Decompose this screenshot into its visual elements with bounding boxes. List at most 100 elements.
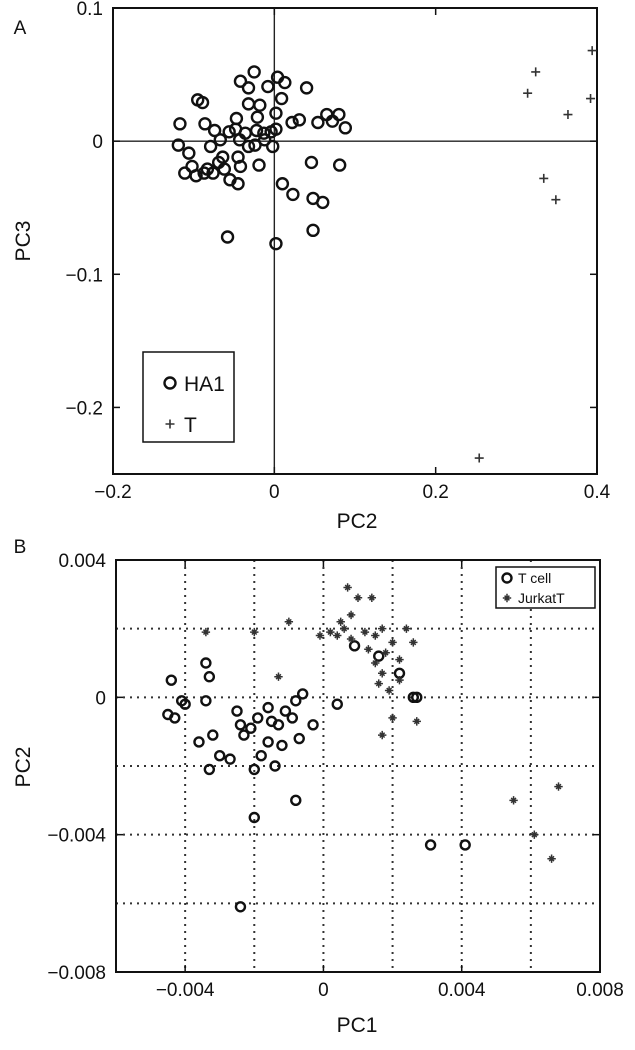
data-point-t-cell bbox=[459, 839, 471, 851]
data-point-jurkatt bbox=[412, 717, 421, 726]
y-tick-label: −0.1 bbox=[65, 265, 103, 286]
plot-frame bbox=[112, 7, 598, 475]
data-point-jurkatt bbox=[250, 627, 259, 637]
data-point-t bbox=[539, 173, 549, 183]
y-axis-label: PC2 bbox=[12, 747, 35, 788]
x-tick-label: −0.2 bbox=[94, 482, 132, 503]
legend-marker bbox=[501, 572, 513, 584]
data-point-ha1 bbox=[304, 155, 319, 170]
data-point-jurkatt bbox=[374, 679, 383, 688]
data-point-jurkatt bbox=[346, 634, 356, 644]
data-point-jurkatt bbox=[371, 658, 380, 668]
data-point-jurkatt bbox=[326, 627, 335, 637]
panel-label: B bbox=[14, 537, 27, 558]
data-point-t-cell bbox=[348, 640, 361, 652]
data-point-ha1 bbox=[269, 106, 283, 120]
data-point-jurkatt bbox=[371, 631, 380, 640]
data-point-ha1 bbox=[286, 187, 300, 202]
data-point-jurkatt bbox=[402, 624, 411, 633]
data-point-ha1 bbox=[257, 126, 271, 140]
data-point-ha1 bbox=[266, 139, 280, 154]
data-point-t-cell bbox=[238, 729, 250, 741]
data-point-t-cell bbox=[307, 719, 319, 731]
data-point-ha1 bbox=[195, 95, 210, 110]
data-point-jurkatt bbox=[554, 782, 563, 791]
data-point-ha1 bbox=[241, 97, 256, 111]
data-point-ha1 bbox=[252, 158, 266, 172]
data-point-ha1 bbox=[178, 166, 192, 180]
x-tick-label: 0 bbox=[269, 482, 280, 503]
data-point-jurkatt bbox=[201, 627, 211, 637]
data-point-ha1 bbox=[213, 133, 227, 147]
data-point-ha1 bbox=[253, 98, 267, 112]
data-point-ha1 bbox=[248, 138, 262, 152]
data-point-t-cell bbox=[411, 691, 423, 704]
legend-marker bbox=[502, 593, 512, 603]
data-point-ha1 bbox=[207, 123, 222, 138]
y-tick-label: −0.2 bbox=[65, 398, 103, 419]
data-point-t-cell bbox=[214, 750, 226, 762]
data-point-ha1 bbox=[247, 65, 261, 79]
data-point-jurkatt bbox=[284, 617, 294, 626]
data-point-t-cell bbox=[234, 719, 247, 731]
data-point-ha1 bbox=[171, 138, 186, 152]
y-tick-label: 0 bbox=[92, 132, 103, 153]
data-point-t-cell bbox=[207, 729, 219, 741]
data-point-ha1 bbox=[285, 115, 299, 130]
legend-label: HA1 bbox=[184, 373, 225, 396]
data-point-ha1 bbox=[261, 79, 275, 94]
data-point-ha1 bbox=[189, 169, 203, 183]
data-point-ha1 bbox=[197, 166, 211, 180]
data-point-t-cell bbox=[203, 671, 216, 683]
data-point-ha1 bbox=[203, 139, 218, 154]
data-point-jurkatt bbox=[388, 713, 397, 723]
data-point-jurkatt bbox=[395, 675, 404, 685]
data-point-ha1 bbox=[182, 146, 196, 160]
data-point-ha1 bbox=[269, 122, 283, 136]
data-point-ha1 bbox=[233, 159, 248, 174]
data-point-ha1 bbox=[250, 110, 265, 124]
data-point-t-cell bbox=[224, 753, 236, 765]
data-point-ha1 bbox=[233, 74, 248, 88]
data-point-t bbox=[531, 67, 541, 77]
data-point-jurkatt bbox=[530, 830, 539, 839]
data-point-jurkatt bbox=[378, 730, 387, 740]
data-point-jurkatt bbox=[378, 624, 387, 633]
data-point-ha1 bbox=[332, 107, 346, 122]
data-point-t bbox=[551, 195, 561, 205]
data-point-t-cell bbox=[245, 722, 257, 734]
data-point-t-cell bbox=[276, 739, 288, 752]
legend-label: JurkatT bbox=[518, 590, 565, 606]
legend-box bbox=[495, 566, 596, 609]
x-tick-label: 0.2 bbox=[422, 482, 448, 503]
data-point-t-cell bbox=[203, 763, 216, 776]
y-tick-label: −0.008 bbox=[47, 963, 106, 984]
y-tick-label: 0.1 bbox=[77, 0, 103, 20]
data-point-ha1 bbox=[269, 236, 283, 251]
data-point-t-cell bbox=[193, 736, 205, 748]
data-point-t-cell bbox=[252, 712, 264, 724]
data-point-ha1 bbox=[241, 139, 256, 154]
data-point-t-cell bbox=[290, 695, 302, 707]
x-tick-label: 0.4 bbox=[584, 482, 611, 503]
data-point-ha1 bbox=[257, 133, 272, 147]
data-point-t-cell bbox=[248, 763, 260, 776]
data-point-jurkatt bbox=[367, 593, 377, 602]
data-point-t-cell bbox=[296, 688, 309, 700]
data-point-ha1 bbox=[232, 133, 247, 147]
data-point-jurkatt bbox=[360, 627, 370, 637]
data-point-ha1 bbox=[229, 111, 244, 126]
data-point-ha1 bbox=[275, 177, 290, 191]
data-point-jurkatt bbox=[381, 648, 390, 657]
data-point-t-cell bbox=[169, 712, 181, 724]
legend-label: T bbox=[184, 414, 197, 437]
data-point-t bbox=[523, 88, 533, 98]
data-point-t-cell bbox=[165, 674, 178, 686]
data-point-t-cell bbox=[293, 732, 305, 745]
data-point-ha1 bbox=[198, 117, 212, 131]
data-point-t bbox=[474, 453, 484, 463]
data-point-ha1 bbox=[220, 230, 235, 244]
data-point-ha1 bbox=[338, 121, 353, 135]
data-point-jurkatt bbox=[274, 672, 283, 681]
